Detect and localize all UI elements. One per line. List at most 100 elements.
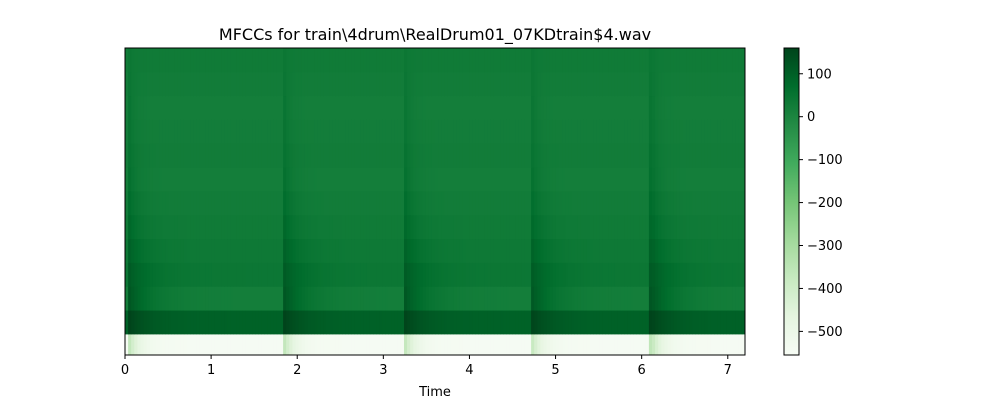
- heatmap-cell: [599, 191, 603, 216]
- heatmap-cell: [484, 238, 489, 263]
- heatmap-cell: [540, 191, 544, 216]
- heatmap-cell: [726, 191, 730, 216]
- heatmap-cell: [345, 95, 349, 120]
- heatmap-cell: [608, 95, 613, 120]
- heatmap-cell: [239, 48, 244, 73]
- heatmap-cell: [549, 238, 554, 263]
- heatmap-cell: [707, 262, 712, 287]
- heatmap-cell: [475, 286, 479, 311]
- heatmap-cell: [652, 262, 656, 287]
- heatmap-cell: [205, 238, 210, 263]
- heatmap-cell: [410, 214, 414, 240]
- heatmap-cell: [686, 214, 690, 240]
- heatmap-cell: [549, 334, 554, 356]
- heatmap-cell: [512, 191, 516, 216]
- heatmap-cell: [509, 48, 513, 73]
- heatmap-cell: [385, 191, 389, 216]
- heatmap-cell: [506, 214, 510, 240]
- heatmap-cell: [379, 310, 383, 335]
- heatmap-cell: [621, 191, 625, 216]
- heatmap-cell: [255, 238, 259, 263]
- heatmap-cell: [621, 238, 625, 263]
- heatmap-cell: [614, 238, 619, 263]
- heatmap-cell: [280, 214, 284, 240]
- heatmap-cell: [661, 214, 665, 240]
- heatmap-cell: [621, 286, 625, 311]
- heatmap-cell: [295, 286, 299, 311]
- heatmap-cell: [369, 95, 374, 120]
- heatmap-cell: [276, 286, 281, 311]
- heatmap-cell: [236, 71, 241, 97]
- heatmap-cell: [481, 238, 485, 263]
- heatmap-cell: [617, 167, 622, 192]
- heatmap-cell: [735, 286, 740, 311]
- heatmap-cell: [230, 143, 234, 168]
- heatmap-cell: [484, 191, 489, 216]
- heatmap-cell: [413, 71, 417, 97]
- heatmap-cell: [487, 71, 492, 97]
- heatmap-cell: [720, 310, 724, 335]
- heatmap-cell: [537, 334, 541, 356]
- heatmap-cell: [211, 71, 216, 97]
- heatmap-cell: [701, 95, 706, 120]
- heatmap-cell: [590, 95, 594, 120]
- x-tick-label: 2: [293, 363, 301, 378]
- heatmap-cell: [717, 238, 721, 263]
- heatmap-cell: [704, 167, 709, 192]
- heatmap-cell: [276, 119, 281, 144]
- heatmap-cell: [264, 238, 268, 263]
- heatmap-cell: [444, 71, 448, 97]
- heatmap-cell: [729, 214, 733, 240]
- heatmap-cell: [472, 238, 476, 263]
- heatmap-cell: [140, 167, 144, 192]
- heatmap-cell: [633, 143, 637, 168]
- heatmap-cell: [298, 119, 303, 144]
- heatmap-cell: [658, 71, 662, 97]
- heatmap-cell: [590, 119, 594, 144]
- heatmap-cell: [276, 310, 281, 335]
- heatmap-cell: [441, 143, 445, 168]
- heatmap-cell: [717, 191, 721, 216]
- heatmap-cell: [323, 191, 327, 216]
- heatmap-cell: [351, 286, 355, 311]
- heatmap-cell: [162, 310, 166, 335]
- heatmap-cell: [707, 48, 712, 73]
- heatmap-cell: [379, 262, 383, 287]
- heatmap-cell: [221, 48, 225, 73]
- heatmap-cell: [673, 310, 678, 335]
- heatmap-cell: [599, 143, 603, 168]
- heatmap-cell: [670, 262, 675, 287]
- heatmap-cell: [487, 238, 492, 263]
- heatmap-cell: [686, 119, 690, 144]
- heatmap-cell: [202, 95, 206, 120]
- heatmap-cell: [193, 238, 197, 263]
- heatmap-cell: [503, 238, 507, 263]
- heatmap-cell: [224, 95, 228, 120]
- heatmap-cell: [168, 238, 172, 263]
- heatmap-cell: [351, 334, 355, 356]
- heatmap-cell: [357, 238, 361, 263]
- heatmap-cell: [125, 214, 129, 240]
- heatmap-cell: [528, 238, 532, 263]
- heatmap-cell: [692, 167, 696, 192]
- heatmap-cell: [149, 191, 154, 216]
- heatmap-cell: [481, 167, 485, 192]
- heatmap-cell: [258, 262, 262, 287]
- heatmap-cell: [125, 143, 129, 168]
- heatmap-cell: [264, 262, 268, 287]
- heatmap-cell: [726, 119, 730, 144]
- heatmap-cell: [373, 310, 377, 335]
- heatmap-cell: [214, 95, 219, 120]
- heatmap-cell: [422, 95, 427, 120]
- heatmap-cell: [552, 119, 557, 144]
- heatmap-cell: [549, 143, 554, 168]
- heatmap-cell: [366, 262, 371, 287]
- heatmap-cell: [608, 286, 613, 311]
- heatmap-cell: [221, 334, 225, 356]
- heatmap-cell: [146, 143, 151, 168]
- heatmap-cell: [466, 334, 470, 356]
- heatmap-cell: [304, 119, 309, 144]
- heatmap-cell: [270, 286, 275, 311]
- heatmap-cell: [472, 48, 476, 73]
- heatmap-cell: [360, 262, 365, 287]
